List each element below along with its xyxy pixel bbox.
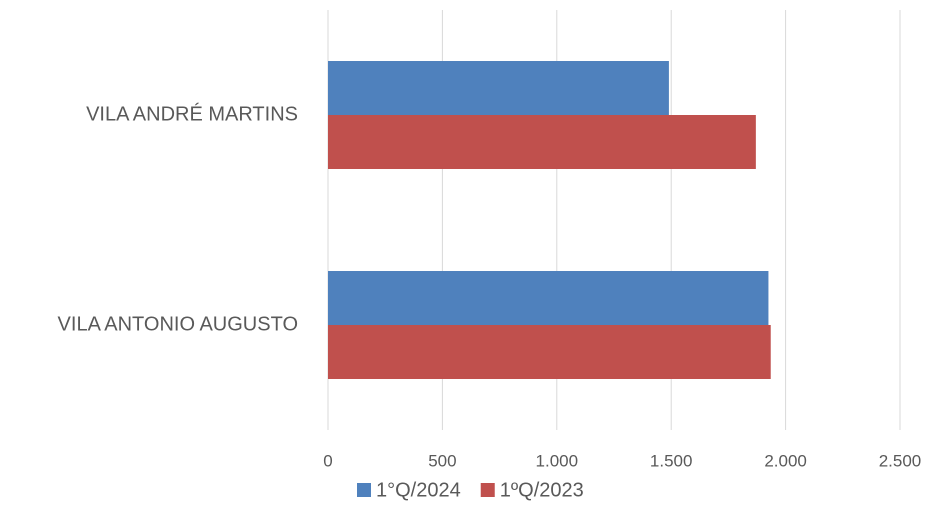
bar <box>328 271 769 325</box>
x-tick-label: 1.000 <box>536 451 579 470</box>
y-tick-label: VILA ANDRÉ MARTINS <box>86 102 298 125</box>
x-tick-label: 2.000 <box>764 451 807 470</box>
legend-label: 1ºQ/2023 <box>500 479 584 501</box>
x-tick-label: 500 <box>428 451 456 470</box>
bar <box>328 115 756 169</box>
bar <box>328 61 669 115</box>
x-tick-label: 1.500 <box>650 451 693 470</box>
y-tick-label: VILA ANTONIO AUGUSTO <box>58 313 298 335</box>
bar <box>328 325 771 379</box>
legend-swatch <box>480 483 495 497</box>
legend-label: 1°Q/2024 <box>376 479 461 501</box>
legend-swatch <box>357 483 371 497</box>
x-tick-label: 0 <box>323 451 332 470</box>
x-tick-label: 2.500 <box>879 451 922 470</box>
